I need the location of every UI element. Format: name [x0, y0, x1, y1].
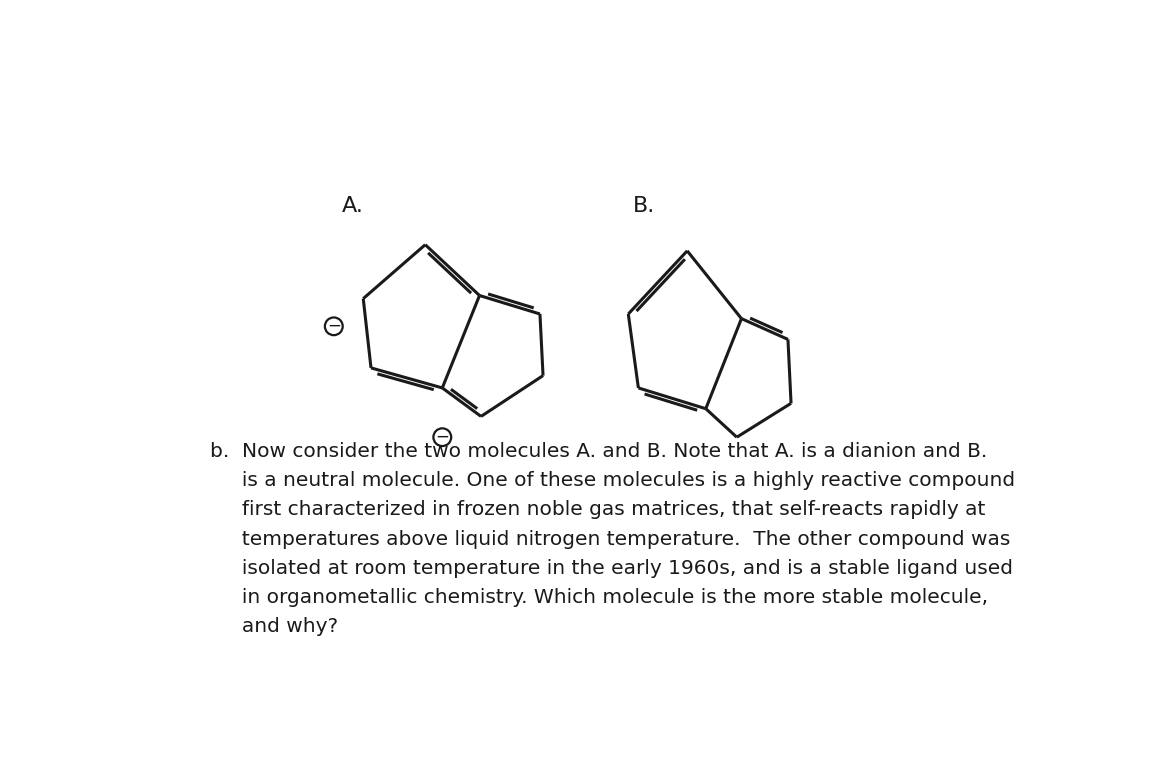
- Text: B.: B.: [633, 196, 655, 216]
- Text: first characterized in frozen noble gas matrices, that self-reacts rapidly at: first characterized in frozen noble gas …: [209, 501, 985, 519]
- Text: temperatures above liquid nitrogen temperature.  The other compound was: temperatures above liquid nitrogen tempe…: [209, 529, 1010, 549]
- Text: b.  Now consider the two molecules A. and B. Note that A. is a dianion and B.: b. Now consider the two molecules A. and…: [209, 442, 987, 461]
- Text: in organometallic chemistry. Which molecule is the more stable molecule,: in organometallic chemistry. Which molec…: [209, 588, 987, 607]
- Text: A.: A.: [342, 196, 364, 216]
- Text: −: −: [326, 317, 340, 335]
- Text: and why?: and why?: [209, 618, 338, 636]
- Text: is a neutral molecule. One of these molecules is a highly reactive compound: is a neutral molecule. One of these mole…: [209, 471, 1014, 490]
- Text: −: −: [435, 428, 449, 446]
- Text: isolated at room temperature in the early 1960s, and is a stable ligand used: isolated at room temperature in the earl…: [209, 559, 1013, 578]
